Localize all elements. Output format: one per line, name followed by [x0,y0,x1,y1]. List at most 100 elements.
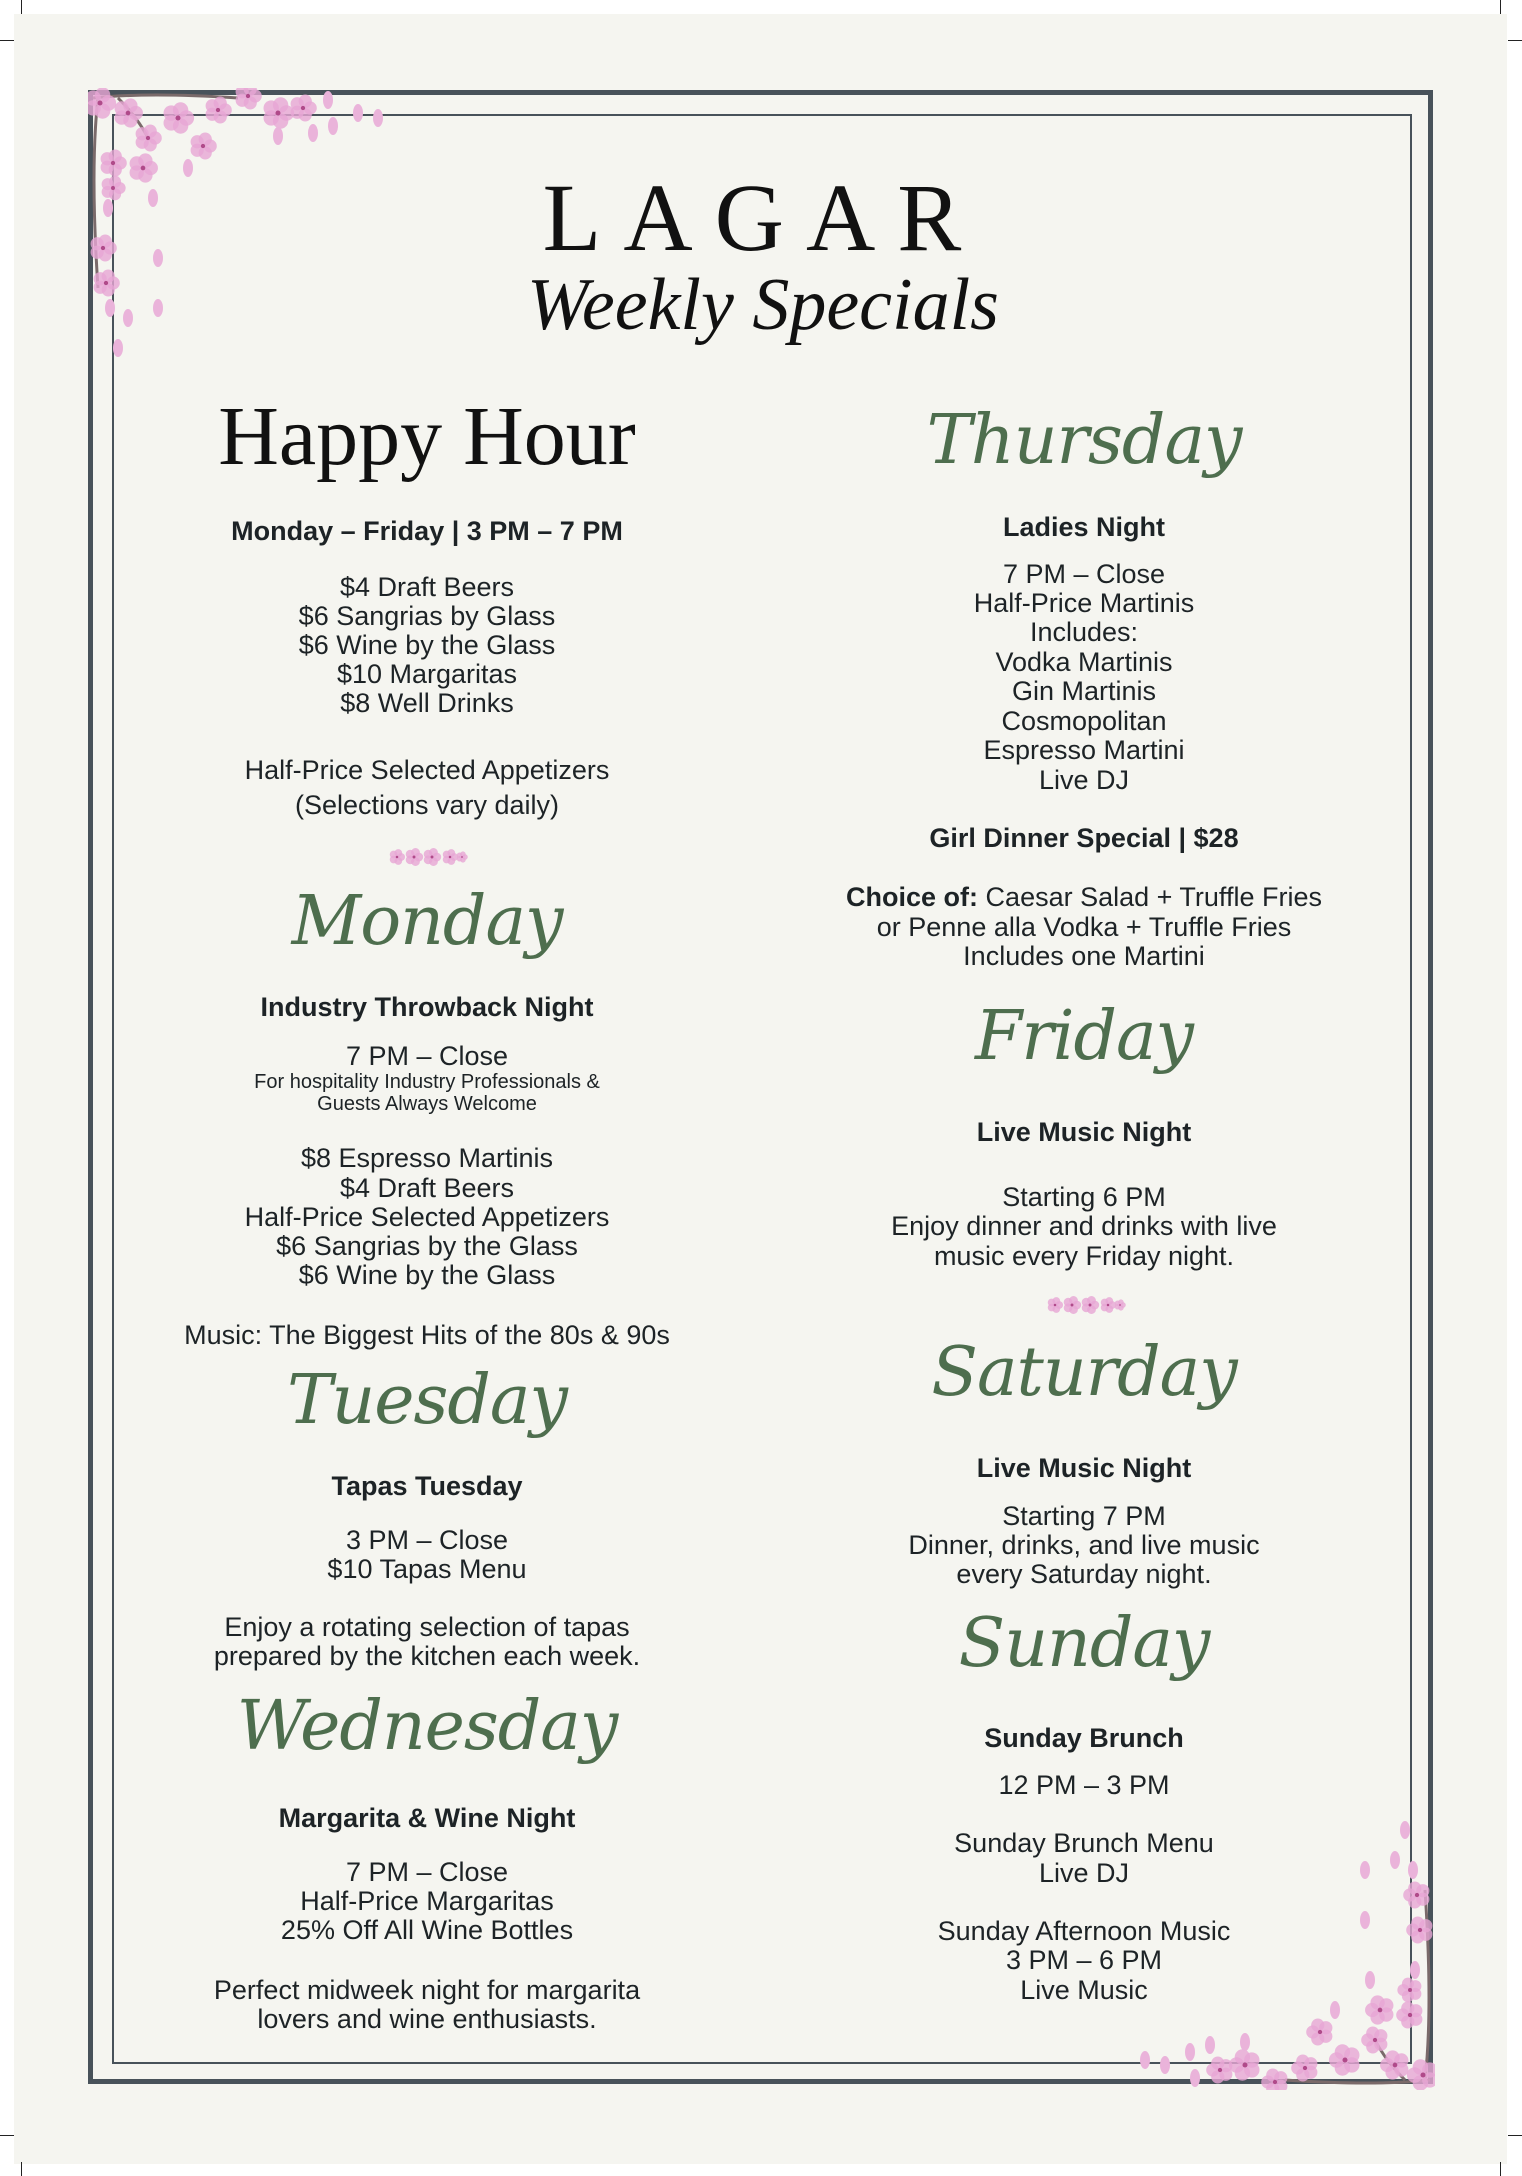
falling-petal [113,339,123,357]
menu-item: Dinner, drinks, and live music [908,1530,1260,1560]
blossom-petal [1401,1990,1415,2003]
blossom-petal [1296,2068,1310,2082]
falling-petal [308,124,318,142]
blossom-center [300,105,306,111]
blossom-center [1372,2037,1378,2043]
blossom-petal [1412,2075,1429,2090]
falling-petal [153,299,163,317]
day-heading: Monday [291,882,564,961]
blossom-center [245,93,251,99]
blossom-center [215,107,221,113]
blossom-petal [143,124,157,138]
brand-title: LAGAR [542,164,984,271]
crop-mark [1500,2162,1501,2176]
blossom-center [140,165,146,171]
day-heading: Friday [975,997,1194,1076]
menu-item: Starting 6 PM [1002,1182,1166,1212]
blossom-center [1392,2062,1398,2068]
menu-item: Vodka Martinis [995,647,1173,677]
blossom-center [1420,2072,1426,2078]
blossom-center [1053,1303,1057,1307]
menu-item: $6 Wine by the Glass [298,1260,556,1290]
menu-item: or Penne alla Vodka + Truffle Fries [876,912,1292,942]
blossom-center [395,855,399,859]
falling-petal [1360,1861,1370,1879]
blossom-petal [243,88,257,96]
crop-mark [0,2135,14,2136]
blossom-center [275,110,281,116]
blossom-petal [1408,1895,1422,1909]
falling-petal [103,199,113,217]
menu-item: 25% Off All Wine Bottles [280,1915,574,1945]
falling-petal [1400,1821,1410,1839]
falling-petal [1410,1961,1420,1979]
blossom-petal [1411,1930,1425,1944]
special-title: Industry Throwback Night [260,992,594,1022]
fine-print: For hospitality Industry Professionals & [254,1071,600,1093]
falling-petal [153,249,163,267]
blossom-center [110,160,116,166]
falling-petal [1330,2001,1340,2019]
blossom-center [1408,1988,1412,1992]
choice-line: Choice of: Caesar Salad + Truffle Fries [846,884,1322,911]
blossom-center [103,280,109,286]
blossom-petal [1311,2032,1325,2046]
crop-mark [1508,2135,1522,2136]
inner-frame [112,114,1412,2064]
menu-item: $8 Espresso Martinis [300,1143,554,1173]
menu-item: Half-Price Margaritas [300,1886,554,1916]
falling-petal [328,117,338,135]
blossom-center [1302,2065,1308,2071]
falling-petal [1240,2033,1250,2051]
menu-item: Gin Martinis [1011,676,1157,706]
menu-item: $4 Draft Beers [339,572,515,602]
falling-petal [123,309,133,327]
menu-item: Includes: [1029,617,1139,647]
menu-item: 3 PM – Close [345,1525,509,1555]
blossom-center [125,110,131,116]
blossom-petal [108,149,122,163]
menu-item: 7 PM – Close [1002,559,1166,589]
fine-print: Guests Always Welcome [317,1093,537,1115]
menu-item: $10 Margaritas [336,659,518,689]
menu-item: $4 Draft Beers [339,1173,515,1203]
blossom-petal [98,234,112,248]
crop-mark [0,40,14,41]
blossom-center [1119,1304,1121,1306]
blossom-petal [429,848,438,857]
schedule: Monday – Friday | 3 PM – 7 PM [231,516,623,546]
page-subtitle: Weekly Specials [527,264,999,346]
special-title: Tapas Tuesday [331,1471,523,1501]
blossom-petal [1266,2082,1280,2090]
note: prepared by the kitchen each week. [213,1641,641,1671]
blossom-petal [1052,1297,1061,1305]
menu-item: 7 PM – Close [345,1857,509,1887]
falling-petal [273,127,283,145]
blossom-center [430,855,434,859]
special-title: Ladies Night [1002,512,1166,542]
blossom-center [200,143,206,149]
falling-petal [373,109,383,127]
menu-item: every Saturday night. [956,1559,1212,1589]
blossom-petal [1366,2040,1380,2054]
falling-petal [1185,2043,1195,2061]
blossom-petal [213,96,227,110]
day-heading: Saturday [931,1333,1237,1412]
blossom-petal [123,98,138,113]
falling-petal [148,189,158,207]
blossom-petal [108,175,122,188]
section-title: Happy Hour [218,390,636,483]
menu-item: Half-Price Selected Appetizers [244,1202,610,1232]
blossom-petal [272,97,289,113]
falling-petal [1160,2056,1170,2074]
falling-petal [105,299,115,317]
special-title: Girl Dinner Special | $28 [929,823,1239,853]
menu-item: $10 Tapas Menu [327,1554,527,1584]
menu-item: $6 Sangrias by Glass [298,601,556,631]
blossom-center [1242,2062,1248,2068]
time: 7 PM – Close [345,1041,509,1071]
blossom-petal [298,94,312,108]
blossom-center [1070,1303,1074,1307]
day-heading: Tuesday [287,1361,568,1440]
day-heading: Sunday [958,1604,1211,1683]
